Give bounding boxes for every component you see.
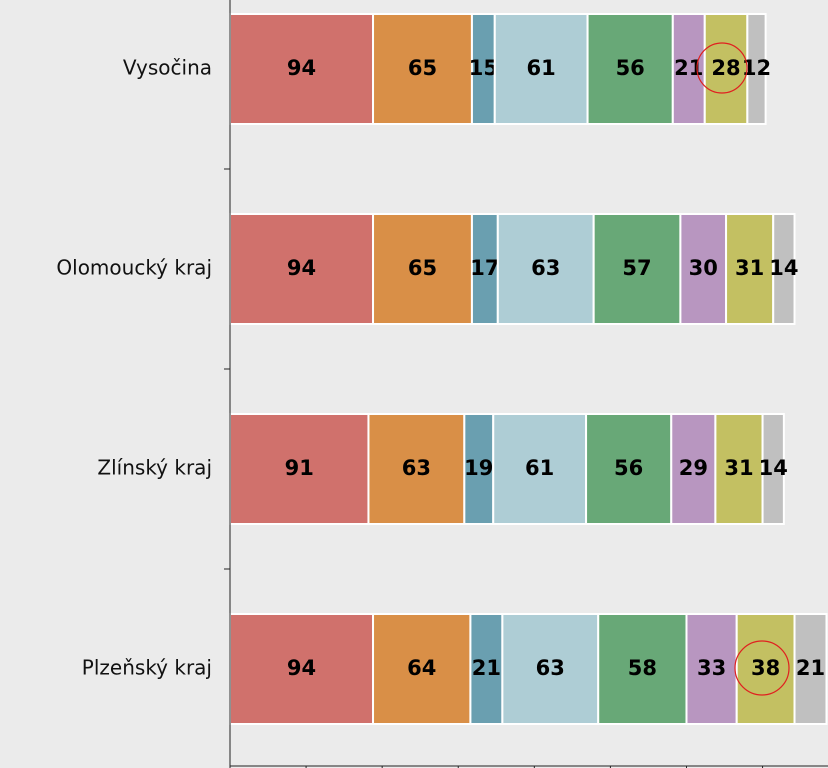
- data-label: 33: [697, 656, 726, 680]
- bar-segment: [793, 613, 828, 725]
- bar-segment: [470, 213, 499, 325]
- bar-segment: [372, 13, 473, 125]
- data-label: 31: [724, 456, 753, 480]
- data-label: 12: [742, 56, 771, 80]
- bar-segment: [367, 413, 466, 525]
- bar-segment: [501, 613, 600, 725]
- data-label: 57: [622, 256, 651, 280]
- y-tick-label: Plzeňský kraj: [82, 656, 212, 680]
- bar-segment: [679, 213, 728, 325]
- bar-segment: [670, 413, 717, 525]
- data-label: 38: [751, 656, 780, 680]
- data-label: 56: [616, 56, 645, 80]
- data-label: 21: [796, 656, 825, 680]
- data-label: 58: [628, 656, 657, 680]
- bar-segment: [761, 413, 785, 525]
- bar-segment: [492, 413, 588, 525]
- data-label: 61: [527, 56, 556, 80]
- data-label: 65: [408, 256, 437, 280]
- data-label: 29: [679, 456, 708, 480]
- bar-segment: [372, 213, 473, 325]
- data-label: 64: [407, 656, 436, 680]
- data-label: 63: [536, 656, 565, 680]
- bar-segment: [496, 213, 595, 325]
- data-label: 94: [287, 256, 316, 280]
- data-label: 28: [711, 56, 740, 80]
- data-label: 14: [759, 456, 788, 480]
- data-label: 19: [464, 456, 493, 480]
- data-label: 63: [531, 256, 560, 280]
- bar-segment: [725, 213, 775, 325]
- bar-segment: [586, 13, 674, 125]
- data-label: 94: [287, 56, 316, 80]
- data-label: 61: [525, 456, 554, 480]
- bar-segment: [372, 613, 472, 725]
- data-label: 94: [287, 656, 316, 680]
- bar-segment: [772, 213, 796, 325]
- data-label: 65: [408, 56, 437, 80]
- data-label: 15: [469, 56, 498, 80]
- bar-segment: [229, 13, 375, 125]
- data-label: 30: [689, 256, 718, 280]
- data-label: 14: [769, 256, 798, 280]
- data-label: 63: [402, 456, 431, 480]
- data-label: 91: [285, 456, 314, 480]
- data-label: 31: [735, 256, 764, 280]
- plot: Vysočina 94 65 15 61 56 21 28 12 Olomoucký kraj 94…: [56, 13, 828, 725]
- bar-segment: [597, 613, 688, 725]
- y-tick-label: Vysočina: [123, 56, 212, 80]
- highlight-circle: [696, 42, 748, 94]
- y-tick-label: Olomoucký kraj: [56, 256, 212, 280]
- y-tick-label: Zlínský kraj: [97, 456, 212, 480]
- bar-segment: [592, 213, 682, 325]
- bar-segment: [735, 613, 796, 725]
- bar-segment: [229, 613, 375, 725]
- bar-segment: [469, 613, 504, 725]
- data-label: 17: [470, 256, 499, 280]
- data-label: 56: [614, 456, 643, 480]
- bar-segment: [229, 413, 370, 525]
- data-label: 21: [472, 656, 501, 680]
- highlight-circle: [734, 640, 790, 696]
